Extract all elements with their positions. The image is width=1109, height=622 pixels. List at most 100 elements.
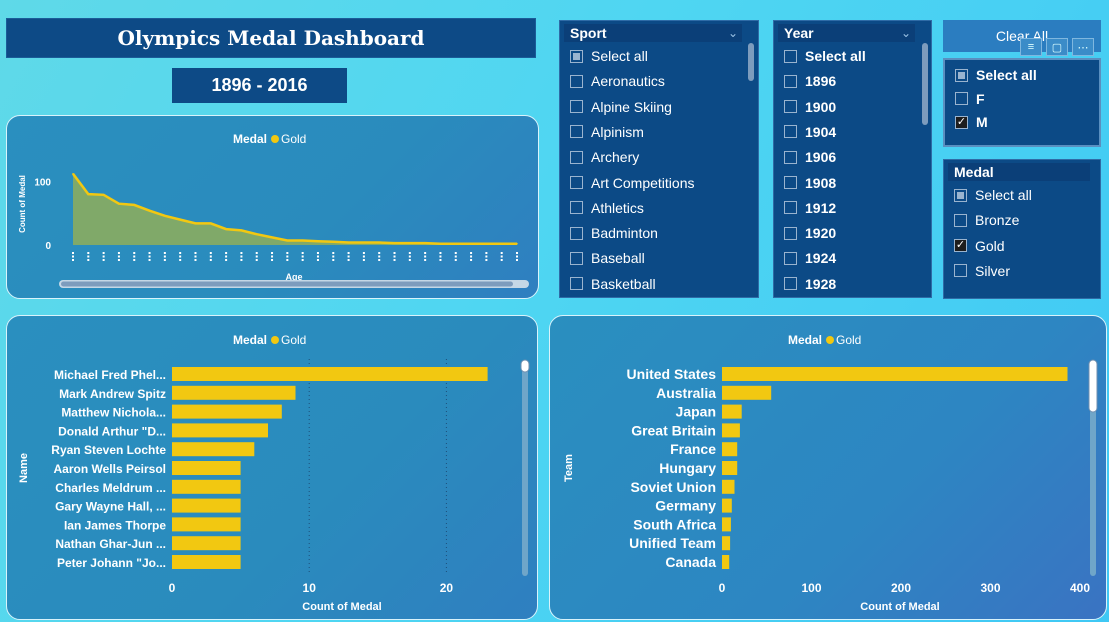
year-range-card: 1896 - 2016 (172, 68, 347, 103)
checkbox-icon[interactable] (784, 49, 797, 63)
medal-slicer-item[interactable]: Bronze (954, 210, 1019, 230)
slicer-item-label: Badminton (591, 225, 658, 242)
x-tick-ellipsis (225, 255, 228, 258)
checkbox-icon[interactable] (784, 100, 797, 114)
scrollbar-thumb[interactable] (520, 359, 530, 373)
sport-slicer-item[interactable]: Basketball (570, 274, 656, 294)
checkbox-icon[interactable] (570, 226, 583, 240)
x-tick-ellipsis (393, 252, 396, 254)
sport-slicer-item[interactable]: Baseball (570, 248, 645, 268)
year-slicer-item[interactable]: 1928 (784, 274, 836, 294)
category-label: Australia (656, 385, 716, 401)
checkbox-icon[interactable] (784, 201, 797, 215)
year-slicer-item[interactable]: 1920 (784, 223, 836, 243)
scrollbar-thumb[interactable] (1088, 359, 1098, 413)
legend-series-label: Gold (281, 132, 306, 146)
checkbox-icon[interactable] (954, 264, 967, 278)
year-slicer-item[interactable]: 1908 (784, 173, 836, 193)
legend-marker (271, 135, 279, 143)
x-tick-ellipsis (286, 252, 289, 254)
x-tick-ellipsis (301, 259, 304, 261)
sport-slicer-item[interactable]: Art Competitions (570, 173, 694, 193)
checkbox-icon[interactable] (954, 213, 967, 227)
data-point (500, 242, 503, 245)
sport-slicer-item[interactable]: Select all (570, 46, 648, 66)
focus-mode-icon[interactable]: ▢ (1046, 38, 1068, 56)
checkbox-icon[interactable] (784, 226, 797, 240)
bar (722, 404, 742, 419)
vertical-scrollbar[interactable] (522, 360, 528, 576)
year-slicer-header[interactable]: Year ⌄ (778, 24, 915, 42)
checkbox-checked-icon[interactable]: ✓ (954, 239, 967, 253)
x-tick-ellipsis (117, 255, 120, 258)
year-slicer-item[interactable]: 1924 (784, 248, 836, 268)
year-slicer-item[interactable]: Select all (784, 46, 866, 66)
checkbox-checked-icon[interactable]: ✓ (955, 115, 968, 129)
data-point (363, 241, 365, 244)
checkbox-icon[interactable] (784, 277, 797, 291)
x-tick-ellipsis (286, 255, 289, 258)
sport-slicer-item[interactable]: Athletics (570, 198, 644, 218)
medal-slicer-item[interactable]: Silver (954, 261, 1010, 281)
scrollbar-thumb[interactable] (61, 281, 513, 287)
medal-slicer-item[interactable]: Select all (954, 185, 1032, 205)
checkbox-icon[interactable] (784, 251, 797, 265)
year-slicer-item[interactable]: 1900 (784, 97, 836, 117)
bar (172, 367, 488, 381)
checkbox-partial-icon[interactable] (955, 68, 968, 82)
vertical-scrollbar[interactable] (1090, 360, 1096, 576)
year-slicer-item[interactable]: 1904 (784, 122, 836, 142)
data-point (210, 222, 212, 225)
checkbox-icon[interactable] (784, 150, 797, 164)
legend-marker (271, 336, 279, 344)
data-point (347, 241, 350, 244)
sport-slicer-item[interactable]: Aeronautics (570, 71, 665, 91)
y-tick-label: 100 (34, 177, 51, 188)
checkbox-icon[interactable] (570, 251, 583, 265)
checkbox-partial-icon[interactable] (954, 188, 967, 202)
chevron-down-icon[interactable]: ⌄ (727, 26, 738, 40)
sex-slicer-item[interactable]: F (955, 89, 985, 109)
slicer-item-label: Aeronautics (591, 73, 665, 90)
checkbox-icon[interactable] (570, 150, 583, 164)
data-point (455, 242, 457, 245)
filter-icon[interactable]: ≡ (1020, 38, 1042, 56)
sex-slicer-item[interactable]: Select all (955, 65, 1037, 85)
team-bar-chart-panel: Medal Gold United States Australia Japan Grea… (549, 315, 1107, 620)
medal-slicer-header[interactable]: Medal (948, 163, 1090, 181)
sport-slicer-item[interactable]: Archery (570, 147, 639, 167)
slicer-item-label: Athletics (591, 199, 644, 216)
checkbox-icon[interactable] (570, 201, 583, 215)
slicer-item-label: 1924 (805, 250, 837, 267)
checkbox-icon[interactable] (570, 100, 583, 114)
sex-slicer-item[interactable]: ✓ M (955, 112, 988, 132)
checkbox-icon[interactable] (784, 176, 797, 189)
checkbox-partial-icon[interactable] (570, 49, 583, 63)
x-tick-label: 0 (169, 581, 176, 595)
year-slicer-scrollbar[interactable] (922, 43, 928, 125)
chevron-down-icon[interactable]: ⌄ (900, 26, 911, 40)
data-point (102, 194, 105, 196)
x-tick-ellipsis (225, 259, 228, 261)
sport-slicer-item[interactable]: Alpine Skiing (570, 97, 672, 117)
checkbox-icon[interactable] (955, 92, 968, 105)
year-slicer-item[interactable]: 1906 (784, 147, 836, 167)
sport-slicer-item[interactable]: Alpinism (570, 122, 644, 142)
year-slicer-item[interactable]: 1912 (784, 198, 836, 218)
year-slicer-item[interactable]: 1896 (784, 71, 836, 91)
checkbox-icon[interactable] (570, 176, 583, 189)
checkbox-icon[interactable] (784, 74, 797, 88)
sport-slicer-item[interactable]: Badminton (570, 223, 658, 243)
sport-slicer-scrollbar[interactable] (748, 43, 754, 81)
sport-slicer-header[interactable]: Sport ⌄ (564, 24, 742, 42)
checkbox-icon[interactable] (570, 74, 583, 88)
checkbox-icon[interactable] (784, 125, 797, 139)
x-tick-ellipsis (209, 259, 212, 261)
more-options-icon[interactable]: ⋯ (1072, 38, 1094, 56)
checkbox-icon[interactable] (570, 125, 583, 139)
medal-slicer-item[interactable]: ✓ Gold (954, 236, 1005, 256)
x-tick-label: 100 (801, 581, 821, 595)
checkbox-icon[interactable] (570, 277, 583, 291)
dashboard-title: Olympics Medal Dashboard (6, 18, 536, 58)
category-label: Matthew Nichola... (61, 406, 166, 420)
